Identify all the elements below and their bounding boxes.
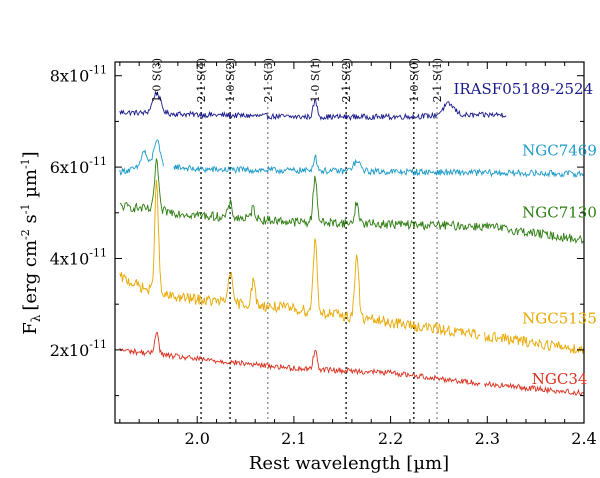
y-tick-label: 4x10-11 [50, 246, 107, 268]
x-tick-label: 2.3 [475, 429, 500, 448]
series-label: IRASF05189-2524 [453, 80, 593, 98]
series-label: NGC5135 [522, 309, 597, 327]
y-tick-label: 2x10-11 [50, 338, 107, 360]
series-label: NGC7130 [522, 203, 597, 221]
series-label: NGC7469 [522, 142, 597, 160]
x-tick-label: 2.0 [184, 429, 209, 448]
series-line-ngc7130 [119, 158, 584, 245]
series-line-irasf05189-2524 [119, 91, 507, 121]
series-layer [119, 91, 584, 397]
line-label: 1-0 S(3) [151, 58, 164, 102]
x-tick-label: 2.4 [571, 429, 596, 448]
line-label: 2-1 S(2) [340, 58, 353, 102]
x-axis-title: Rest wavelength [µm] [249, 453, 449, 474]
line-label: 2-1 S(3) [262, 58, 275, 102]
y-axis-title: Fλ[erg cm-2 s-1 µm-1] [19, 151, 43, 334]
line-label: 2-1 S(4) [195, 58, 208, 102]
y-tick-label: 6x10-11 [50, 155, 107, 177]
vertical-lines-layer [200, 62, 438, 423]
x-tick-label: 2.1 [281, 429, 306, 448]
series-label: NGC34 [532, 370, 588, 388]
y-axis: 2x10-11 4x10-11 6x10-11 8x10-11 [50, 64, 584, 397]
y-tick-label: 8x10-11 [50, 64, 107, 86]
series-labels-layer: IRASF05189-2524 NGC7469 NGC7130 NGC5135 NGC3… [453, 80, 596, 388]
line-label: 2-1 S(1) [431, 58, 444, 102]
line-label: 1-0 S(2) [224, 58, 237, 102]
x-axis: 2.0 2.1 2.2 2.3 2.4 [119, 62, 597, 448]
series-line-ngc7469 [119, 139, 584, 178]
line-labels-layer: 1-0 S(3) 2-1 S(4) 1-0 S(2) 2-1 S(3) 1-0 S(1)… [151, 58, 444, 102]
line-label: 1-0 S(1) [309, 58, 322, 102]
plot-frame [114, 61, 585, 424]
series-line-ngc5135 [119, 179, 584, 355]
x-tick-label: 2.2 [378, 429, 403, 448]
line-label: 1-0 S(0) [408, 58, 421, 102]
series-line-ngc34 [119, 331, 584, 397]
